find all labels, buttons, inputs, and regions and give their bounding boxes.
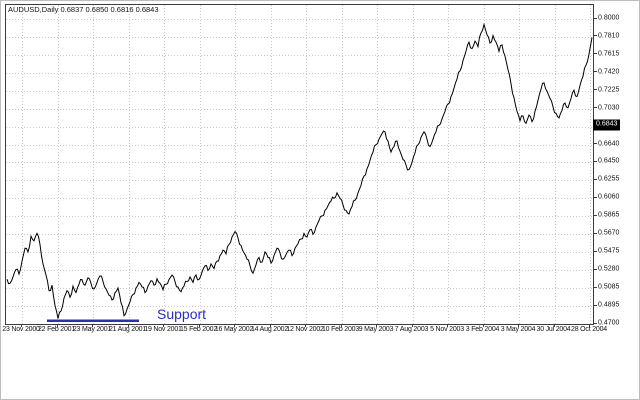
price-axis-label: 0.6060	[598, 193, 620, 201]
time-axis-label: 5 Nov 2003	[430, 326, 464, 333]
chart-canvas[interactable]	[5, 4, 594, 325]
price-axis-tick	[593, 250, 597, 252]
current-price-badge: 0.6843	[593, 119, 621, 131]
time-axis-label: 3 May 2004	[500, 326, 536, 333]
price-axis-label: 0.5865	[598, 211, 620, 219]
price-axis-tick	[593, 232, 597, 234]
time-axis-tick	[56, 324, 58, 327]
time-axis-tick	[269, 324, 271, 327]
price-axis-label: 0.5475	[598, 247, 620, 255]
time-axis-label: 23 Nov 2000	[2, 326, 40, 333]
time-axis-tick	[518, 324, 519, 327]
time-axis-label: 7 Aug 2003	[394, 326, 429, 333]
time-axis-label: 21 Aug 2001	[108, 326, 147, 333]
price-axis-tick	[593, 322, 597, 324]
time-axis-tick	[92, 324, 93, 327]
price-axis-tick	[593, 268, 597, 270]
grid-lines	[6, 5, 593, 324]
time-axis-label: 9 May 2003	[358, 326, 394, 333]
price-axis-label: 0.6450	[598, 157, 620, 165]
time-axis-tick	[482, 324, 484, 327]
price-axis-label: 0.7615	[598, 50, 620, 58]
price-axis-tick	[593, 89, 597, 91]
price-axis-label: 0.6255	[598, 175, 620, 183]
chart-plot-svg	[6, 5, 593, 324]
price-axis-label: 0.7810	[598, 32, 620, 40]
time-axis-tick	[589, 324, 590, 327]
time-axis-tick	[376, 324, 377, 327]
chart-title: AUDUSD,Daily 0.6837 0.6850 0.6816 0.6843	[8, 5, 159, 14]
support-annotation-label[interactable]: Support	[157, 306, 207, 322]
time-axis-label: 28 Oct 2004	[571, 326, 607, 333]
time-axis-tick	[21, 324, 22, 327]
price-axis-tick	[593, 214, 597, 216]
time-axis-tick	[127, 324, 129, 327]
price-axis-tick	[593, 53, 597, 55]
time-axis-label: 12 Nov 2002	[286, 326, 324, 333]
time-axis-tick	[411, 324, 413, 327]
time-axis-tick	[447, 324, 448, 327]
price-axis-tick	[593, 71, 597, 73]
price-axis-label: 0.8000	[598, 14, 620, 22]
price-axis-tick	[593, 196, 597, 198]
time-axis-tick	[553, 324, 555, 327]
price-series-line	[6, 22, 593, 319]
price-axis-label: 0.6640	[598, 140, 620, 148]
price-axis-label: 0.7225	[598, 86, 620, 94]
price-axis-label: 0.5280	[598, 265, 620, 273]
price-axis-label: 0.4895	[598, 301, 620, 309]
price-axis-tick	[593, 107, 597, 109]
price-axis-tick	[593, 286, 597, 288]
time-axis-tick	[198, 324, 200, 327]
price-axis-tick	[593, 17, 597, 19]
time-axis-label: 23 May 2001	[72, 326, 112, 333]
time-axis-label: 15 Feb 2002	[179, 326, 218, 333]
time-axis-label: 30 Jul 2004	[536, 326, 571, 333]
time-axis-label: 19 Nov 2001	[144, 326, 182, 333]
price-axis-tick	[593, 160, 597, 162]
price-axis-tick	[593, 304, 597, 306]
time-axis-label: 10 Feb 2003	[321, 326, 360, 333]
time-axis-tick	[340, 324, 342, 327]
time-axis-label: 22 Feb 2001	[37, 326, 76, 333]
time-axis-tick	[234, 324, 235, 327]
time-axis-tick	[305, 324, 306, 327]
time-axis-label: 14 Aug 2002	[250, 326, 289, 333]
time-axis-tick	[163, 324, 164, 327]
time-axis-label: 3 Feb 2004	[465, 326, 500, 333]
price-axis-label: 0.7030	[598, 104, 620, 112]
price-axis-tick	[593, 143, 597, 145]
price-axis-tick	[593, 178, 597, 180]
time-axis-label: 16 May 2002	[214, 326, 254, 333]
price-axis-tick	[593, 35, 597, 37]
price-axis-label: 0.4700	[598, 319, 620, 327]
price-axis-label: 0.7420	[598, 68, 620, 76]
price-axis-label: 0.5085	[598, 283, 620, 291]
price-axis-label: 0.5670	[598, 229, 620, 237]
